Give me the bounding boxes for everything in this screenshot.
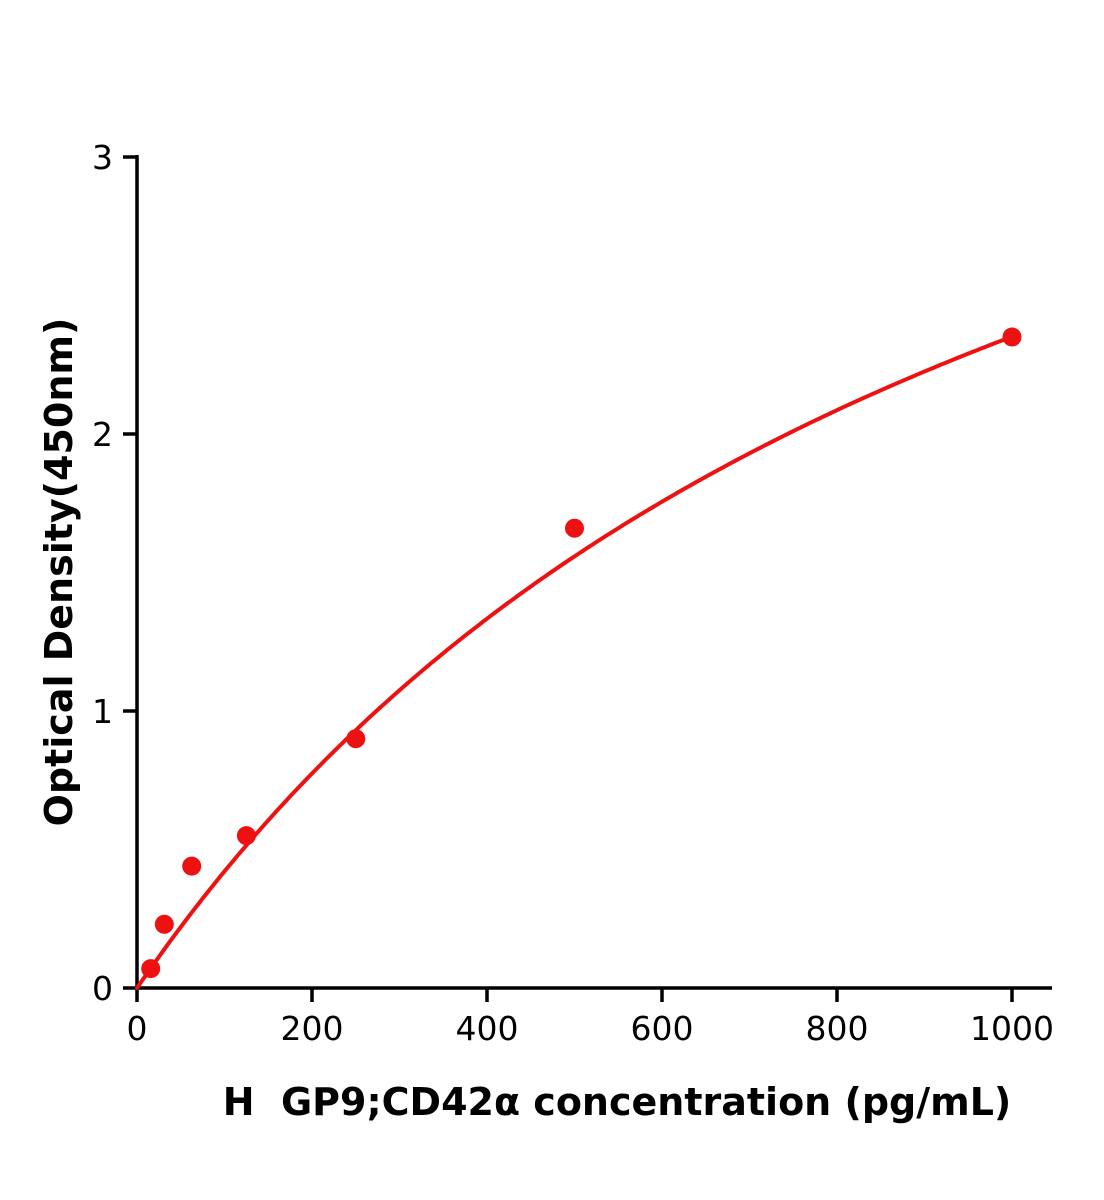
fit-curve xyxy=(135,334,1014,990)
x-tick-label: 800 xyxy=(806,1009,869,1048)
x-tick-label: 1000 xyxy=(970,1009,1054,1048)
data-point xyxy=(346,729,366,749)
y-tick-label: 3 xyxy=(92,138,113,177)
y-axis-label: Optical Density(450nm) xyxy=(37,318,81,827)
y-tick-label: 0 xyxy=(92,969,113,1008)
x-tick-label: 200 xyxy=(281,1009,344,1048)
y-tick-label: 1 xyxy=(92,692,113,731)
x-axis-label: H GP9;CD42α concentration (pg/mL) xyxy=(223,1080,1012,1124)
x-tick-label: 600 xyxy=(631,1009,694,1048)
data-point xyxy=(1002,327,1022,347)
data-point xyxy=(182,856,202,876)
y-tick-label: 2 xyxy=(92,415,113,454)
data-point xyxy=(141,959,161,979)
x-tick-label: 400 xyxy=(456,1009,519,1048)
x-tick-label: 0 xyxy=(127,1009,148,1048)
data-point xyxy=(565,518,584,538)
data-point xyxy=(236,826,256,846)
data-point xyxy=(154,914,174,934)
